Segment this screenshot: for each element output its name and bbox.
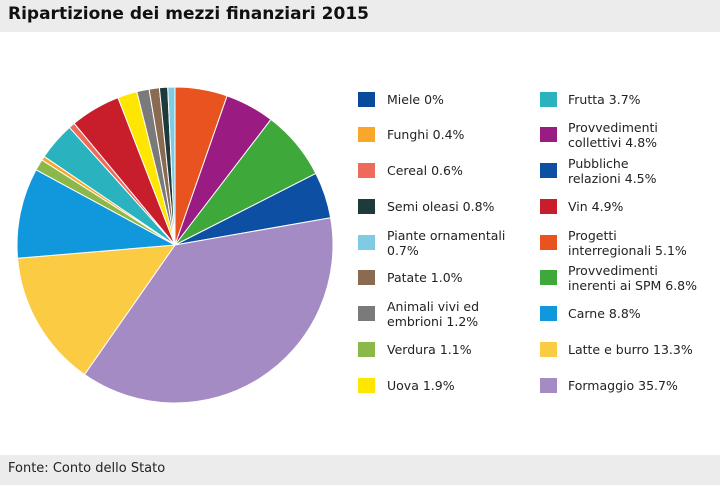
legend-label: Vin 4.9%: [568, 199, 624, 214]
legend-swatch: [540, 163, 557, 178]
footer-band: Fonte: Conto dello Stato: [0, 455, 720, 485]
legend-swatch: [540, 378, 557, 393]
legend-swatch: [540, 342, 557, 357]
legend-item: Miele 0%: [358, 92, 444, 107]
legend-label: Progetti: [568, 228, 617, 243]
legend-label: Pubbliche: [568, 156, 629, 171]
legend-label: Funghi 0.4%: [387, 127, 465, 142]
legend-label: Verdura 1.1%: [387, 342, 472, 357]
legend-label: Formaggio 35.7%: [568, 378, 678, 393]
legend-label: Cereal 0.6%: [387, 163, 463, 178]
legend-swatch: [358, 270, 375, 285]
legend: Miele 0% Funghi 0.4% Cereal 0.6% Semi oleas…: [358, 92, 697, 393]
legend-item: Cereal 0.6%: [358, 163, 463, 178]
legend-item: Uova 1.9%: [358, 378, 455, 393]
legend-label: Provvedimenti: [568, 120, 658, 135]
pie-slice-carne-8-8: [16, 169, 177, 259]
legend-label: relazioni 4.5%: [568, 171, 657, 186]
legend-swatch: [358, 92, 375, 107]
legend-label: inerenti ai SPM 6.8%: [568, 278, 697, 293]
legend-swatch: [358, 378, 375, 393]
legend-item: Formaggio 35.7%: [540, 378, 678, 393]
legend-swatch: [358, 342, 375, 357]
legend-swatch: [358, 127, 375, 142]
legend-swatch: [540, 92, 557, 107]
title-band: Ripartizione dei mezzi finanziari 2015: [0, 0, 720, 32]
legend-label: 0.7%: [387, 243, 419, 258]
legend-label: Piante ornamentali: [387, 228, 505, 243]
legend-item: Semi oleasi 0.8%: [358, 199, 495, 214]
legend-swatch: [540, 270, 557, 285]
legend-swatch: [540, 235, 557, 250]
legend-label: interregionali 5.1%: [568, 243, 687, 258]
legend-label: Uova 1.9%: [387, 378, 455, 393]
legend-label: Semi oleasi 0.8%: [387, 199, 495, 214]
legend-label: Patate 1.0%: [387, 270, 463, 285]
legend-swatch: [358, 306, 375, 321]
legend-label: Carne 8.8%: [568, 306, 641, 321]
pie-slice-latte-e-burro-13-3: [17, 244, 177, 376]
legend-item: Latte e burro 13.3%: [540, 342, 693, 357]
legend-swatch: [358, 235, 375, 250]
legend-swatch: [540, 306, 557, 321]
legend-swatch: [540, 127, 557, 142]
legend-label: collettivi 4.8%: [568, 135, 657, 150]
legend-item: Patate 1.0%: [358, 270, 463, 285]
chart-title: Ripartizione dei mezzi finanziari 2015: [8, 4, 369, 24]
legend-label: Miele 0%: [387, 92, 444, 107]
legend-item: Carne 8.8%: [540, 306, 641, 321]
legend-item: Funghi 0.4%: [358, 127, 465, 142]
legend-swatch: [358, 199, 375, 214]
pie-slice-piante-ornamentali-0-7: [167, 86, 176, 246]
legend-label: Frutta 3.7%: [568, 92, 641, 107]
legend-item: Vin 4.9%: [540, 199, 624, 214]
legend-label: embrioni 1.2%: [387, 314, 478, 329]
legend-item: Frutta 3.7%: [540, 92, 641, 107]
pie-slice-formaggio-35-7: [83, 217, 334, 404]
legend-label: Provvedimenti: [568, 263, 658, 278]
source-note: Fonte: Conto dello Stato: [8, 461, 166, 476]
legend-item: Verdura 1.1%: [358, 342, 472, 357]
legend-swatch: [358, 163, 375, 178]
legend-swatch: [540, 199, 557, 214]
legend-label: Latte e burro 13.3%: [568, 342, 693, 357]
pie-slices: [16, 86, 334, 404]
legend-label: Animali vivi ed: [387, 299, 479, 314]
